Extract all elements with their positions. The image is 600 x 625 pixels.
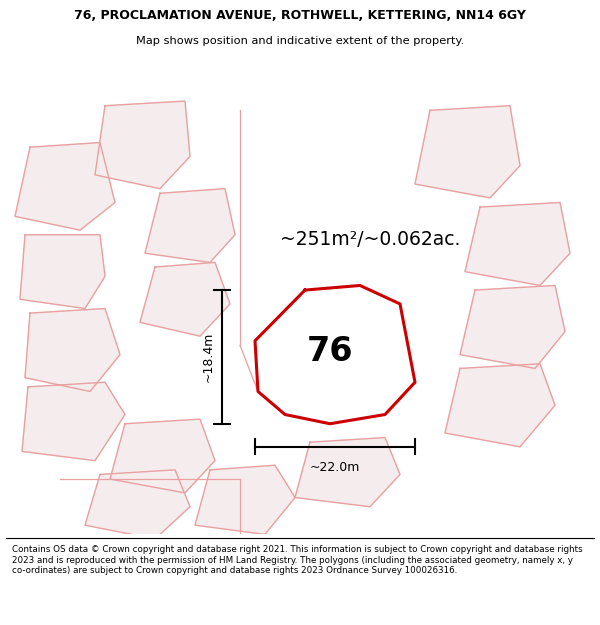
Text: 76: 76 [307,336,353,368]
Polygon shape [415,106,520,198]
Text: ~22.0m: ~22.0m [310,461,360,474]
Polygon shape [110,419,215,493]
Polygon shape [255,286,415,424]
Polygon shape [25,309,120,391]
Polygon shape [460,286,565,368]
Polygon shape [85,470,190,539]
Polygon shape [140,262,230,336]
Polygon shape [20,235,105,309]
Text: ~251m²/~0.062ac.: ~251m²/~0.062ac. [280,230,460,249]
Polygon shape [95,101,190,189]
Polygon shape [295,438,400,507]
Polygon shape [465,202,570,286]
Text: Map shows position and indicative extent of the property.: Map shows position and indicative extent… [136,36,464,46]
Polygon shape [145,189,235,262]
Polygon shape [15,142,115,230]
Polygon shape [445,364,555,447]
Polygon shape [195,465,295,534]
Text: Contains OS data © Crown copyright and database right 2021. This information is : Contains OS data © Crown copyright and d… [12,545,583,575]
Text: ~18.4m: ~18.4m [202,332,215,382]
Text: 76, PROCLAMATION AVENUE, ROTHWELL, KETTERING, NN14 6GY: 76, PROCLAMATION AVENUE, ROTHWELL, KETTE… [74,9,526,22]
Polygon shape [22,382,125,461]
